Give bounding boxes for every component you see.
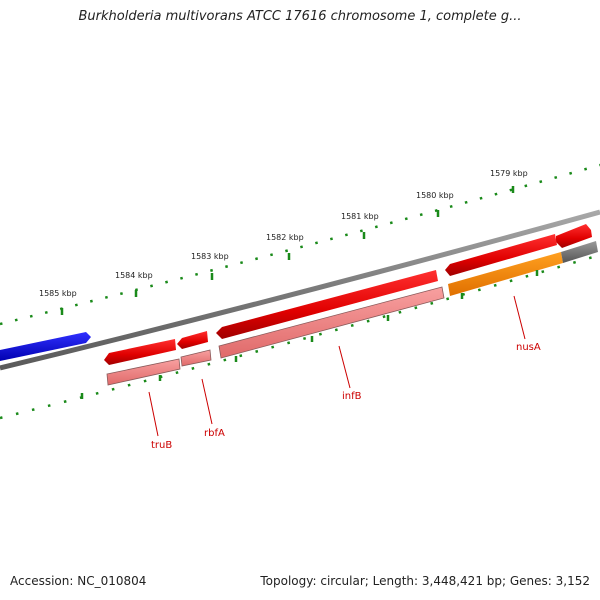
gene-arrow-rbfA <box>177 331 208 349</box>
map-title: Burkholderia multivorans ATCC 17616 chro… <box>78 9 522 24</box>
scale-label: 1582 kbp <box>266 233 304 242</box>
feature-red-arrow <box>556 224 592 248</box>
gene-arrow-nusA <box>445 234 557 276</box>
feature-grey <box>561 241 598 263</box>
scale-label: 1580 kbp <box>416 191 454 200</box>
gene-label-nusA: nusA <box>516 342 541 353</box>
leader-rbfA <box>201 378 213 425</box>
leader-nusA <box>513 295 526 340</box>
subfeature-track <box>106 241 598 386</box>
leader-infB <box>338 345 351 389</box>
subfeature-infB <box>218 286 445 359</box>
scale-label: 1584 kbp <box>115 271 153 280</box>
backbone <box>0 209 600 371</box>
scale-label: 1583 kbp <box>191 252 229 261</box>
rna-feature-orange <box>448 252 563 296</box>
gene-arrow-infB <box>216 270 438 339</box>
forward-strand <box>0 224 592 361</box>
gene-arrow-truB <box>104 339 176 365</box>
leader-truB <box>148 391 159 437</box>
gene-label-leaders <box>148 295 526 437</box>
gene-label-infB: infB <box>342 391 362 402</box>
scale-label: 1581 kbp <box>341 212 379 221</box>
scale-labels: 1585 kbp 1584 kbp 1583 kbp 1582 kbp 1581… <box>39 169 528 298</box>
accession-label: Accession: NC_010804 <box>10 574 147 588</box>
reverse-feature-blue <box>0 332 91 361</box>
gene-labels: truB rbfA infB nusA <box>151 342 541 451</box>
gene-label-rbfA: rbfA <box>204 428 225 439</box>
summary-label: Topology: circular; Length: 3,448,421 bp… <box>260 574 590 588</box>
gene-label-truB: truB <box>151 440 172 451</box>
reverse-strand <box>104 234 557 365</box>
scale-label: 1585 kbp <box>39 289 77 298</box>
subfeature-rbfA <box>180 349 212 367</box>
outer-major-ticks <box>60 186 515 315</box>
subfeature-truB <box>106 358 181 386</box>
inner-major-ticks <box>80 270 539 399</box>
outer-tick-ring <box>0 163 600 326</box>
scale-label: 1579 kbp <box>490 169 528 178</box>
